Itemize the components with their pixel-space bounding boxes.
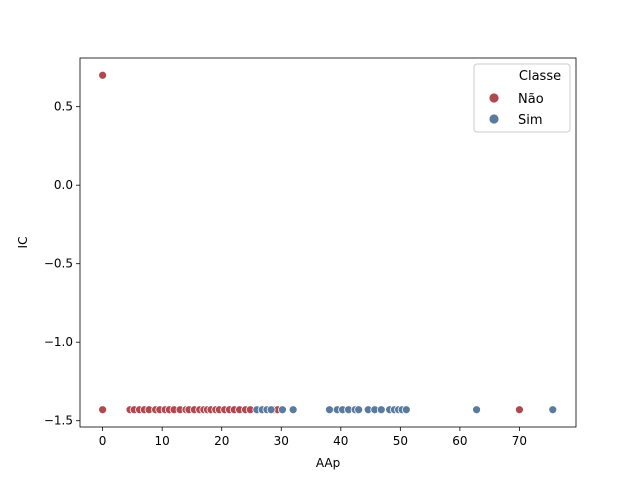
- y-tick-label: −0.5: [44, 257, 73, 271]
- data-points: [98, 70, 558, 415]
- x-tick-label: 40: [333, 434, 348, 448]
- data-point-sim-21: [548, 405, 558, 415]
- data-point-sim-19: [401, 405, 411, 415]
- x-tick-label: 20: [214, 434, 229, 448]
- y-tick-label: 0.5: [54, 100, 73, 114]
- y-tick-label: −1.5: [44, 414, 73, 428]
- data-point-sim-20: [472, 405, 481, 415]
- x-axis-label: AAp: [316, 456, 340, 470]
- data-point-no-30: [515, 405, 524, 415]
- x-tick-label: 50: [393, 434, 408, 448]
- axes: 0 10 20 30 40 50 60 70 −1.5 −1.0 −0.5 0.0 0.5: [44, 57, 577, 448]
- data-point-no-1: [98, 405, 108, 415]
- x-tick-label: 60: [452, 434, 467, 448]
- x-tick-label: 0: [99, 434, 107, 448]
- data-point-sim-3: [266, 405, 276, 415]
- legend: Classe Não Sim: [473, 63, 571, 133]
- legend-label-sim: Sim: [518, 113, 543, 128]
- data-point-sim-14: [376, 405, 386, 415]
- plot-frame: [79, 57, 577, 428]
- legend-box: [473, 63, 571, 133]
- x-tick-label: 30: [274, 434, 289, 448]
- legend-marker-no: [488, 92, 500, 104]
- legend-label-no: Não: [518, 92, 544, 107]
- data-point-sim-4: [278, 405, 287, 415]
- y-tick-label: 0.0: [54, 178, 73, 192]
- data-point-sim-6: [325, 405, 334, 415]
- data-point-sim-5: [288, 405, 298, 415]
- y-axis-label: IC: [16, 237, 30, 249]
- legend-title: Classe: [519, 69, 561, 84]
- x-tick-label: 70: [512, 434, 527, 448]
- legend-marker-sim: [488, 113, 500, 125]
- data-point-sim-11: [354, 405, 364, 415]
- y-tick-label: −1.0: [44, 335, 73, 349]
- x-tick-label: 10: [155, 434, 170, 448]
- data-point-no-0: [98, 70, 108, 80]
